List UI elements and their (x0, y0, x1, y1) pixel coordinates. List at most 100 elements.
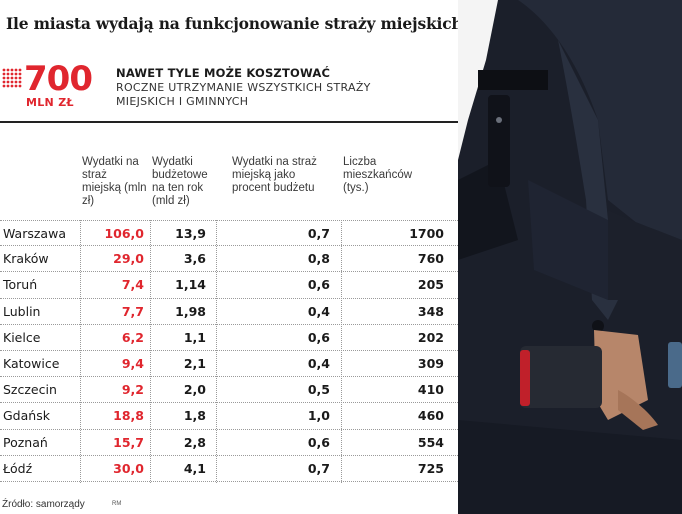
percent-value: 0,7 (307, 460, 330, 476)
grid-dot (6, 76, 10, 80)
column-divider (150, 220, 151, 483)
table-row: Kraków 29,0 3,6 0,8 760 (0, 246, 458, 273)
table-row: Toruń 7,4 1,14 0,6 205 (0, 272, 458, 299)
column-header-percent: Wydatki na straż miejską jako procent bu… (232, 156, 317, 194)
spending-value: 9,4 (121, 355, 144, 371)
table-row: Katowice 9,4 2,1 0,4 309 (0, 351, 458, 378)
city-name: Toruń (3, 277, 38, 293)
grid-dot (10, 84, 14, 88)
column-divider (80, 220, 81, 483)
grid-dot (2, 84, 6, 88)
population-value: 410 (417, 382, 444, 398)
spending-value: 30,0 (113, 460, 144, 476)
grid-dot (18, 80, 22, 84)
grid-dot (10, 72, 14, 76)
city-name: Lublin (3, 303, 41, 319)
grid-dot (6, 84, 10, 88)
percent-value: 0,7 (307, 226, 330, 241)
author-credit: RM (112, 501, 122, 507)
budget-value: 1,98 (175, 303, 206, 319)
officer-illustration (458, 0, 682, 514)
infographic: Ile miasta wydają na funkcjonowanie stra… (0, 14, 463, 510)
grid-dot (6, 72, 10, 76)
percent-value: 0,4 (307, 355, 330, 371)
grid-dot (2, 80, 6, 84)
percent-value: 1,0 (307, 408, 330, 424)
city-name: Szczecin (3, 382, 57, 398)
column-header-budget: Wydatki budżetowe na ten rok (mld zł) (152, 156, 208, 207)
population-value: 205 (417, 277, 444, 293)
city-name: Katowice (3, 355, 60, 371)
budget-value: 4,1 (183, 460, 206, 476)
table-row: Gdańsk 18,8 1,8 1,0 460 (0, 403, 458, 430)
city-name: Kraków (3, 251, 49, 267)
grid-dot (18, 76, 22, 80)
budget-value: 13,9 (175, 226, 206, 241)
population-value: 725 (417, 460, 444, 476)
population-value: 460 (417, 408, 444, 424)
grid-dot (14, 76, 18, 80)
budget-value: 1,1 (183, 329, 206, 345)
budget-value: 2,0 (183, 382, 206, 398)
grid-dot (14, 68, 18, 72)
grid-dot (14, 84, 18, 88)
spending-value: 106,0 (104, 226, 144, 241)
spending-value: 15,7 (113, 434, 144, 450)
budget-value: 2,8 (183, 434, 206, 450)
population-value: 309 (417, 355, 444, 371)
grid-dot (2, 76, 6, 80)
spending-value: 7,4 (121, 277, 144, 293)
population-value: 554 (417, 434, 444, 450)
budget-value: 1,14 (175, 277, 206, 293)
grid-dot (18, 68, 22, 72)
hero-subtitle: ROCZNE UTRZYMANIE WSZYSTKICH STRAŻY MIEJ… (116, 81, 371, 108)
percent-value: 0,5 (307, 382, 330, 398)
budget-value: 1,8 (183, 408, 206, 424)
budget-value: 3,6 (183, 251, 206, 267)
grid-dot (2, 68, 6, 72)
data-table: Warszawa 106,0 13,9 0,7 1700 Kraków 29,0 3,6 0,8… (0, 220, 458, 482)
percent-value: 0,6 (307, 434, 330, 450)
spending-value: 18,8 (113, 408, 144, 424)
population-value: 348 (417, 303, 444, 319)
percent-value: 0,4 (307, 303, 330, 319)
spending-value: 29,0 (113, 251, 144, 267)
column-divider (341, 220, 342, 483)
grid-dot (14, 72, 18, 76)
population-value: 760 (417, 251, 444, 267)
divider (0, 121, 458, 123)
table-row: Kielce 6,2 1,1 0,6 202 (0, 325, 458, 351)
spending-value: 6,2 (121, 329, 144, 345)
column-header-population: Liczba mieszkańców (tys.) (343, 156, 413, 194)
table-row: Szczecin 9,2 2,0 0,5 410 (0, 377, 458, 404)
city-name: Łódź (3, 460, 33, 476)
hero-headline: NAWET TYLE MOŻE KOSZTOWAĆ (116, 66, 331, 80)
grid-dot (6, 68, 10, 72)
grid-dot (2, 72, 6, 76)
hero-block: 700 MLN ZŁ NAWET TYLE MOŻE KOSZTOWAĆ ROC… (0, 62, 458, 118)
city-name: Gdańsk (3, 408, 50, 424)
table-row: Poznań 15,7 2,8 0,6 554 (0, 430, 458, 456)
percent-value: 0,6 (307, 329, 330, 345)
hero-number: 700 (24, 59, 93, 99)
grid-dot (6, 80, 10, 84)
population-value: 1700 (409, 226, 444, 241)
table-row: Lublin 7,7 1,98 0,4 348 (0, 299, 458, 325)
budget-value: 2,1 (183, 355, 206, 371)
table-row: Warszawa 106,0 13,9 0,7 1700 (0, 220, 458, 247)
column-header-spending: Wydatki na straż miejską (mln zł) (82, 156, 147, 207)
dot-grid-icon (2, 68, 22, 88)
column-divider (216, 220, 217, 483)
spending-value: 9,2 (121, 382, 144, 398)
grid-dot (18, 84, 22, 88)
city-name: Kielce (3, 329, 41, 345)
table-row: Łódź 30,0 4,1 0,7 725 (0, 456, 458, 482)
grid-dot (18, 72, 22, 76)
source-note: Źródło: samorządy (2, 499, 85, 510)
grid-dot (10, 68, 14, 72)
chart-title: Ile miasta wydają na funkcjonowanie stra… (6, 14, 463, 33)
grid-dot (10, 76, 14, 80)
city-name: Warszawa (3, 226, 66, 241)
photo-guard-officer (458, 0, 682, 514)
percent-value: 0,8 (307, 251, 330, 267)
